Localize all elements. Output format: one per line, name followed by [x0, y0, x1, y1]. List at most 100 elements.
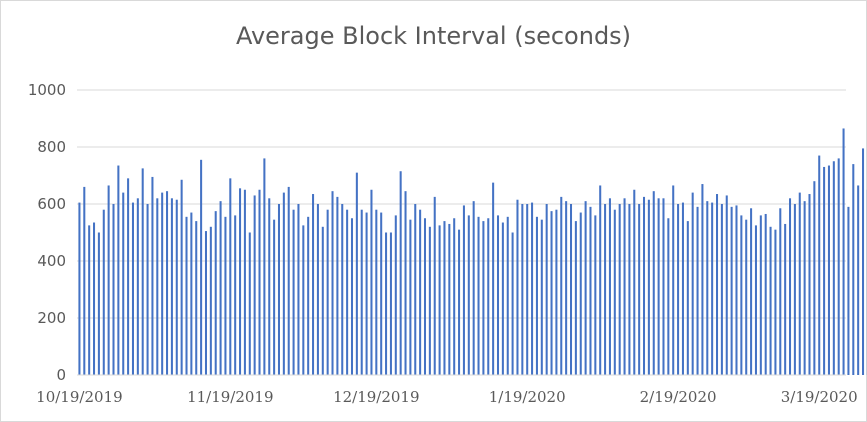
- bar: [492, 182, 495, 376]
- bar: [569, 204, 573, 375]
- bar: [550, 211, 553, 376]
- bar: [117, 165, 120, 375]
- bar: [501, 222, 504, 375]
- bar: [716, 194, 719, 375]
- bar: [161, 192, 164, 375]
- bar: [321, 226, 324, 375]
- bar: [151, 176, 154, 375]
- bar: [365, 212, 368, 375]
- bar: [180, 179, 183, 375]
- bar: [633, 189, 636, 375]
- bar: [696, 206, 699, 375]
- bar: [662, 198, 665, 375]
- bar: [443, 221, 446, 375]
- bar: [185, 216, 188, 375]
- bar: [414, 204, 417, 375]
- bar: [428, 226, 431, 375]
- bar: [657, 198, 660, 375]
- bar: [200, 159, 203, 375]
- bar: [404, 191, 407, 375]
- bar: [258, 189, 261, 375]
- bar: [862, 148, 865, 375]
- bar: [803, 201, 806, 375]
- bar: [808, 194, 811, 375]
- bar: [779, 208, 782, 375]
- bar: [195, 221, 198, 375]
- bar: [219, 201, 222, 375]
- bar: [565, 201, 568, 375]
- bar: [316, 204, 319, 375]
- x-tick-label: 10/19/2019: [36, 388, 122, 406]
- bar: [292, 209, 295, 375]
- bar: [711, 202, 714, 375]
- bar: [341, 204, 344, 375]
- bar: [842, 128, 845, 375]
- bar: [531, 202, 534, 375]
- bar: [818, 155, 821, 375]
- bar: [599, 185, 602, 375]
- bar: [706, 201, 709, 375]
- bar: [370, 189, 373, 375]
- bar: [385, 232, 388, 375]
- bar: [725, 195, 728, 375]
- bar: [574, 221, 577, 375]
- bar: [535, 216, 538, 375]
- bar: [613, 209, 616, 375]
- bar: [769, 226, 772, 375]
- bar: [764, 213, 767, 375]
- bar: [419, 209, 422, 375]
- bar: [112, 204, 115, 375]
- bar: [277, 204, 280, 375]
- bar: [608, 198, 611, 375]
- bar: [360, 209, 363, 375]
- bar: [623, 198, 626, 375]
- bar: [326, 209, 329, 375]
- bar: [224, 216, 227, 375]
- bar: [847, 206, 850, 375]
- bar: [735, 205, 738, 375]
- bar: [307, 216, 310, 375]
- bar: [355, 172, 358, 375]
- bar: [511, 232, 514, 375]
- bar: [268, 198, 271, 375]
- bar: [375, 209, 378, 375]
- y-tick-label: 600: [37, 195, 66, 213]
- bar: [88, 225, 91, 376]
- bar: [273, 219, 276, 375]
- bar: [78, 202, 81, 375]
- bar: [496, 215, 500, 375]
- bar: [789, 198, 792, 375]
- bar: [628, 204, 631, 375]
- bar: [448, 223, 451, 375]
- bar: [832, 161, 835, 375]
- bar: [297, 204, 300, 375]
- bar: [521, 204, 524, 375]
- bar: [170, 198, 173, 375]
- bar: [745, 219, 748, 375]
- bar: [438, 225, 441, 376]
- bar: [672, 185, 675, 375]
- bar: [857, 185, 860, 375]
- bar: [97, 232, 100, 375]
- bar: [190, 212, 193, 375]
- bar: [754, 225, 757, 376]
- bar: [458, 229, 461, 375]
- x-axis-tick-labels: 10/19/2019 11/19/2019 12/19/2019 1/19/2020 2…: [36, 388, 857, 406]
- bar: [346, 209, 349, 375]
- bar: [555, 209, 558, 375]
- bar: [239, 188, 242, 375]
- bar: [701, 184, 704, 375]
- bar: [453, 218, 456, 375]
- bar: [667, 218, 670, 375]
- bar: [156, 198, 159, 375]
- bar: [618, 204, 621, 375]
- bar: [594, 215, 597, 375]
- bar: [380, 212, 383, 375]
- bar: [136, 198, 139, 375]
- bar: [642, 196, 646, 376]
- x-tick-label: 3/19/2020: [781, 388, 858, 406]
- x-tick-label: 1/19/2020: [489, 388, 566, 406]
- bar: [350, 218, 354, 375]
- bar: [686, 221, 689, 375]
- bar: [394, 215, 397, 375]
